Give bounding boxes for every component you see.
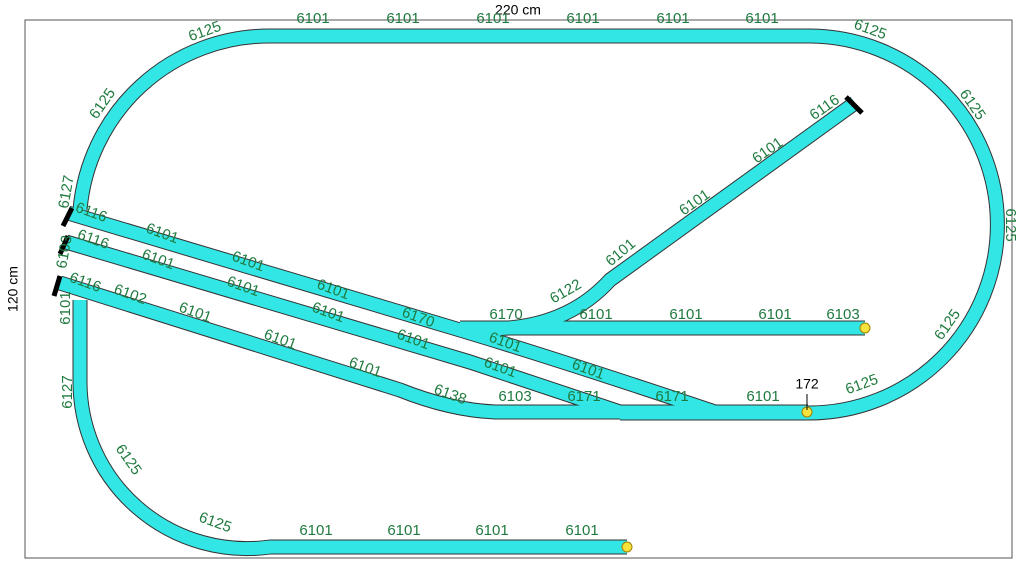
piece-label: 6101 [476,10,509,27]
tracks [51,28,1005,557]
board-outline [24,19,1013,559]
track-body [58,29,1004,556]
track-ends [621,322,871,553]
piece-label: 6103 [826,306,859,323]
piece-label: 6101 [656,10,689,27]
piece-label: 6101 [758,306,791,323]
piece-label: 6101 [57,291,74,324]
piece-label: 6127 [59,375,76,408]
piece-label: 6101 [565,522,598,539]
piece-label: 6101 [579,306,612,323]
piece-label: 6103 [53,234,76,270]
piece-label: 6125 [1002,208,1019,241]
width-label: 220 cm [495,2,541,18]
piece-label: 6171 [655,388,688,405]
piece-label: 6171 [567,388,600,405]
piece-label: 6101 [475,522,508,539]
marker-label: 172 [795,376,819,392]
piece-label: 6170 [489,306,522,323]
piece-label: 6101 [299,522,332,539]
piece-label: 6101 [746,388,779,405]
piece-label: 6101 [745,10,778,27]
piece-label: 6127 [55,174,78,210]
piece-label: 6101 [566,10,599,27]
piece-label: 6101 [669,306,702,323]
height-label: 120 cm [5,266,21,312]
bumpers [51,95,864,297]
piece-label: 6101 [386,10,419,27]
piece-label: 6101 [387,522,420,539]
piece-label: 6103 [498,388,531,405]
piece-label: 6101 [296,10,329,27]
